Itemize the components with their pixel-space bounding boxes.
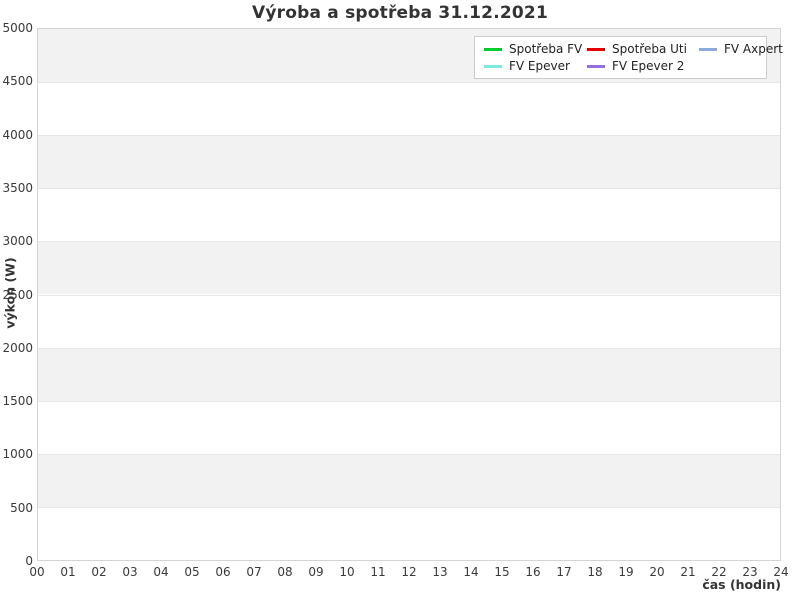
x-tick-label: 11 [370,565,386,579]
x-tick-label: 04 [153,565,169,579]
y-gridline [38,294,780,296]
x-tick-label: 15 [494,565,510,579]
y-gridline [38,506,780,508]
y-tick-label: 0 [25,554,33,568]
legend-series-label: Spotřeba FV [509,42,583,56]
y-gridline [38,82,780,84]
x-tick-label: 23 [742,565,758,579]
y-gridline [38,135,780,137]
background-band [38,294,780,348]
y-gridline [38,347,780,349]
x-tick-label: 20 [649,565,665,579]
y-tick-label: 5000 [2,21,33,35]
y-gridline [38,453,780,455]
x-tick-label: 24 [773,565,789,579]
legend-series-label: FV Epever 2 [612,59,685,73]
background-band [38,506,780,560]
x-tick-label: 12 [401,565,417,579]
x-tick-label: 09 [308,565,324,579]
legend-series-swatch [587,64,605,68]
x-tick-label: 18 [587,565,603,579]
background-band [38,453,780,507]
background-band [38,347,780,401]
background-band [38,82,780,136]
x-tick-label: 22 [711,565,727,579]
legend-series-swatch [484,47,502,51]
y-tick-label: 3000 [2,234,33,249]
x-tick-label: 06 [215,565,231,579]
chart-title: Výroba a spotřeba 31.12.2021 [252,3,548,23]
legend-item[interactable]: Spotřeba Uti [587,42,699,56]
background-band [38,188,780,242]
legend-item[interactable]: FV Epever 2 [587,59,699,73]
y-tick-label: 2000 [2,340,33,355]
x-tick-label: 01 [60,565,76,579]
legend-series-swatch [484,64,502,68]
y-gridline [38,188,780,190]
legend-series-label: FV Axpert [724,42,783,56]
y-tick-label: 1000 [2,447,33,462]
legend-series-swatch [699,47,717,51]
y-axis-label: výkon (W) [2,257,18,329]
y-tick-label: 2500 [2,287,33,302]
y-gridline [38,241,780,243]
x-tick-label: 21 [680,565,696,579]
y-tick-label: 4000 [2,127,33,142]
x-tick-label: 03 [122,565,138,579]
x-tick-label: 17 [556,565,572,579]
x-tick-label: 14 [463,565,479,579]
y-gridline [38,400,780,402]
x-tick-label: 02 [91,565,107,579]
background-band [38,135,780,189]
legend-item[interactable]: FV Epever [484,59,587,73]
legend-series-label: FV Epever [509,59,570,73]
legend: Spotřeba FV Spotřeba Uti FV Axpert FV Epeve… [474,36,783,79]
x-tick-label: 00 [29,565,45,579]
y-axis-ticks: 0 500 1000 1500 2000 2500 3000 3500 4000 4500 5000 [0,21,33,568]
x-axis-label: čas (hodin) [702,577,781,592]
legend-item[interactable]: FV Axpert [699,42,783,56]
y-tick-label: 4500 [2,74,33,89]
x-tick-label: 19 [618,565,634,579]
x-tick-label: 13 [432,565,448,579]
x-tick-label: 07 [246,565,262,579]
x-tick-label: 05 [184,565,200,579]
legend-series-label: Spotřeba Uti [612,42,687,56]
y-tick-label: 3500 [2,180,33,195]
y-tick-label: 1500 [2,394,33,409]
x-axis-ticks: 00 01 02 03 04 05 06 07 08 09 10 11 12 13 14 15 16 17 18 19… [29,565,788,581]
y-tick-label: 500 [10,500,33,515]
x-tick-label: 10 [339,565,355,579]
x-tick-label: 16 [525,565,541,579]
background-band [38,241,780,295]
plot-area [37,28,781,561]
background-band [38,400,780,454]
legend-series-swatch [587,47,605,51]
x-tick-label: 08 [277,565,293,579]
legend-item[interactable]: Spotřeba FV [484,42,587,56]
